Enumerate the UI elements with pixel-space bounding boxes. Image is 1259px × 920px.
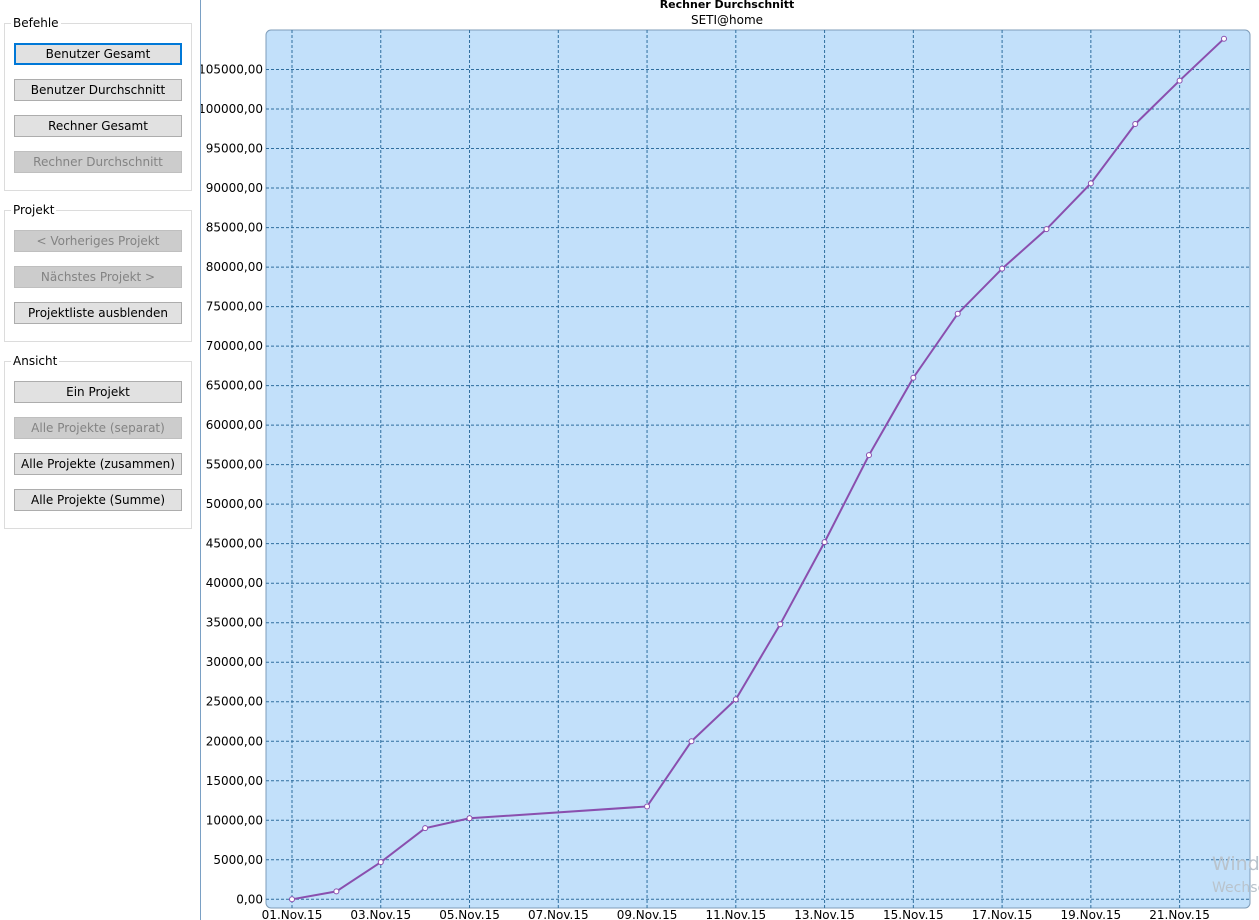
- x-tick-label: 17.Nov.15: [972, 908, 1033, 920]
- y-tick-label: 30000,00: [206, 655, 263, 669]
- y-tick-label: 20000,00: [206, 734, 263, 748]
- group-title: Ansicht: [11, 354, 60, 368]
- group-title: Projekt: [11, 203, 57, 217]
- point: [1132, 121, 1139, 128]
- y-tick-label: 70000,00: [206, 339, 263, 353]
- y-tick-label: 75000,00: [206, 300, 263, 314]
- chart-title: Rechner Durchschnitt: [660, 0, 795, 11]
- x-tick-label: 13.Nov.15: [794, 908, 855, 920]
- x-tick-label: 09.Nov.15: [617, 908, 678, 920]
- point: [1221, 35, 1227, 42]
- button[interactable]: Projektliste ausblenden: [14, 302, 182, 324]
- x-tick-label: 11.Nov.15: [705, 908, 766, 920]
- point: [1043, 226, 1050, 233]
- button-group: Ansicht Ein Projekt Alle Projekte (separat…: [4, 354, 192, 529]
- y-tick-label: 40000,00: [206, 576, 263, 590]
- point: [910, 374, 917, 381]
- point: [821, 539, 828, 546]
- y-tick-label: 15000,00: [206, 774, 263, 788]
- point: [732, 696, 739, 703]
- point: [954, 310, 961, 317]
- button[interactable]: Ein Projekt: [14, 381, 182, 403]
- y-tick-label: 80000,00: [206, 260, 263, 274]
- button: < Vorheriges Projekt: [14, 230, 182, 252]
- button[interactable]: Alle Projekte (zusammen): [14, 453, 182, 475]
- y-tick-label: 45000,00: [206, 537, 263, 551]
- y-tick-label: 90000,00: [206, 181, 263, 195]
- y-tick-label: 10000,00: [206, 813, 263, 827]
- y-tick-label: 55000,00: [206, 458, 263, 472]
- chart: Rechner Durchschnitt SETI@home 0,00 5000,…: [201, 0, 1259, 920]
- x-tick-label: 05.Nov.15: [439, 908, 500, 920]
- point: [1087, 180, 1094, 187]
- button: Alle Projekte (separat): [14, 417, 182, 439]
- point: [466, 815, 473, 822]
- watermark: Wind Wechse: [1212, 853, 1259, 896]
- point: [333, 888, 340, 895]
- x-tick-label: 15.Nov.15: [883, 908, 944, 920]
- x-tick-label: 21.Nov.15: [1149, 908, 1210, 920]
- chart-subtitle: SETI@home: [691, 13, 763, 27]
- button[interactable]: Rechner Gesamt: [14, 115, 182, 137]
- group-title: Befehle: [11, 16, 61, 30]
- button[interactable]: Alle Projekte (Summe): [14, 489, 182, 511]
- y-tick-label: 85000,00: [206, 221, 263, 235]
- y-tick-label: 105000,00: [201, 63, 263, 77]
- x-tick-label: 03.Nov.15: [350, 908, 411, 920]
- x-tick-label: 19.Nov.15: [1061, 908, 1122, 920]
- y-tick-label: 5000,00: [213, 853, 263, 867]
- y-tick-label: 60000,00: [206, 418, 263, 432]
- point: [1176, 77, 1183, 84]
- y-tick-label: 35000,00: [206, 616, 263, 630]
- point: [289, 896, 295, 903]
- watermark-text: Wind: [1212, 853, 1259, 875]
- point: [644, 803, 651, 810]
- point: [688, 738, 695, 745]
- sidebar: Befehle Benutzer Gesamt Benutzer Durchschn…: [0, 0, 201, 920]
- y-tick-label: 100000,00: [201, 102, 263, 116]
- button[interactable]: Benutzer Gesamt: [14, 43, 182, 65]
- point: [777, 621, 784, 628]
- point: [999, 265, 1006, 272]
- x-tick-label: 07.Nov.15: [528, 908, 589, 920]
- button[interactable]: Benutzer Durchschnitt: [14, 79, 182, 101]
- watermark-text: Wechse: [1212, 880, 1259, 896]
- point: [865, 452, 872, 459]
- point: [377, 859, 384, 866]
- button-group: Befehle Benutzer Gesamt Benutzer Durchschn…: [4, 16, 192, 191]
- x-tick-label: 01.Nov.15: [262, 908, 323, 920]
- y-tick-label: 50000,00: [206, 497, 263, 511]
- plot-area: [265, 29, 1251, 909]
- y-tick-label: 25000,00: [206, 695, 263, 709]
- button: Rechner Durchschnitt: [14, 151, 182, 173]
- button: Nächstes Projekt >: [14, 266, 182, 288]
- y-tick-label: 0,00: [236, 892, 263, 906]
- button-group: Projekt < Vorheriges Projekt Nächstes Proj…: [4, 203, 192, 342]
- y-tick-label: 95000,00: [206, 142, 263, 156]
- point: [422, 825, 429, 832]
- y-tick-label: 65000,00: [206, 379, 263, 393]
